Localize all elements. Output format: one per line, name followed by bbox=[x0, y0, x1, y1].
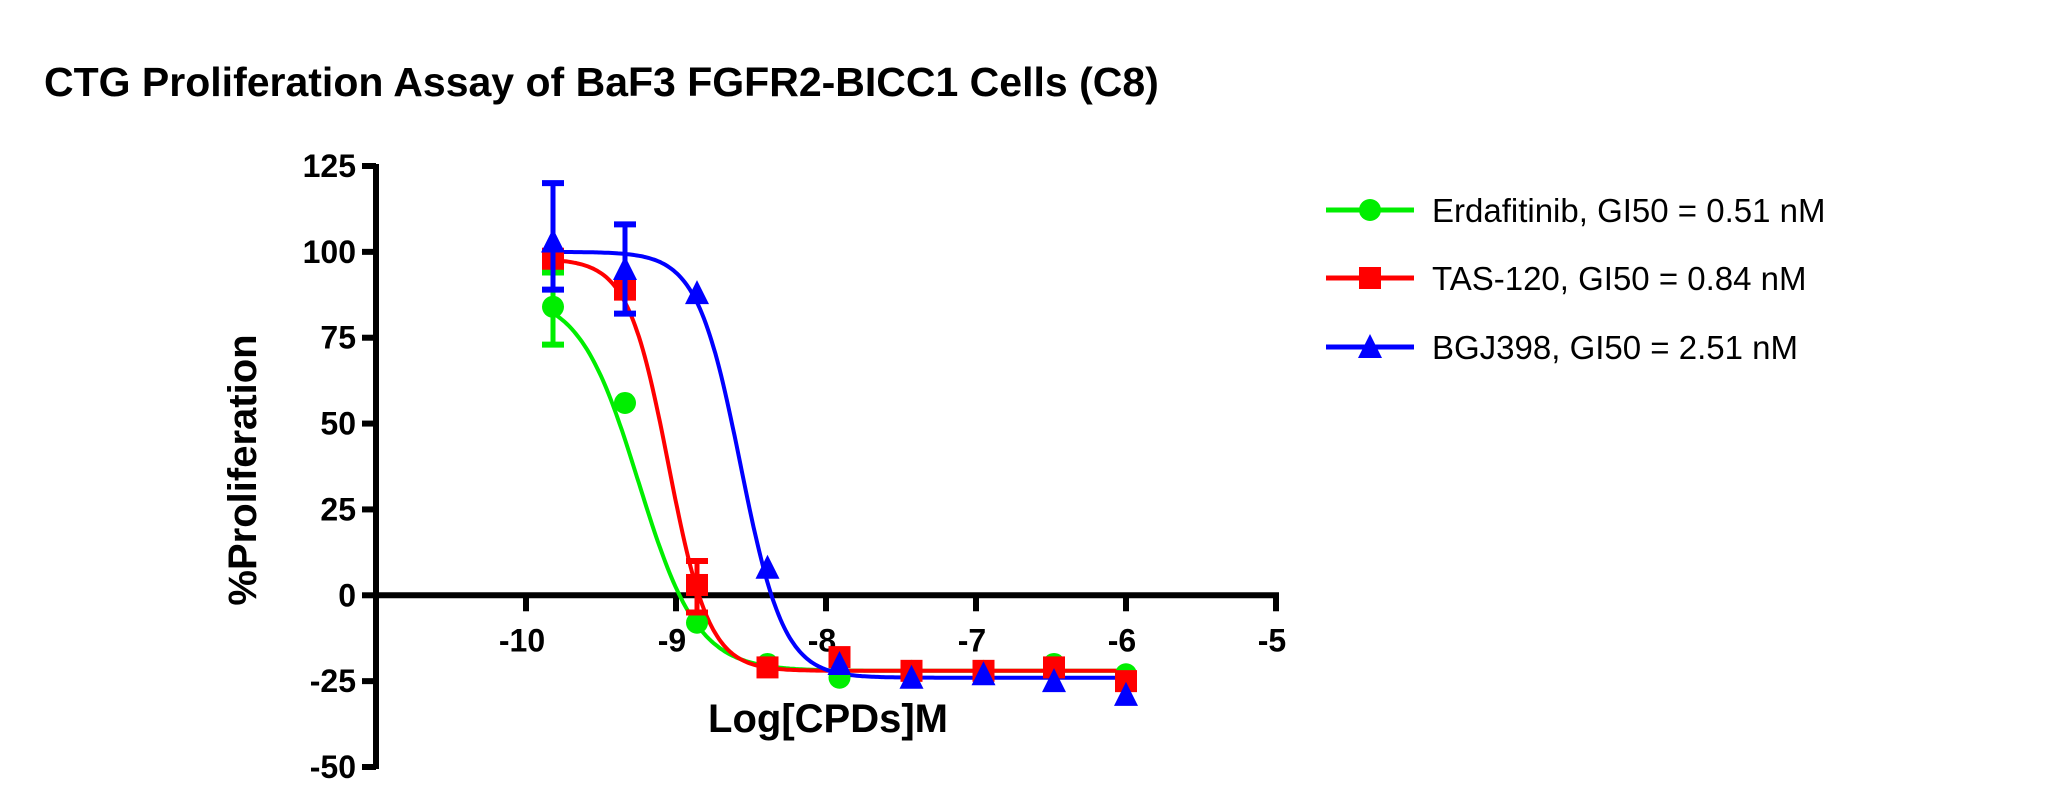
y-tick-label: 25 bbox=[320, 491, 356, 527]
y-tick-label: 75 bbox=[320, 320, 356, 356]
legend-label: BGJ398, GI50 = 2.51 nM bbox=[1432, 329, 1798, 366]
data-points bbox=[541, 180, 1138, 706]
x-tick-label: -5 bbox=[1258, 622, 1286, 658]
data-point bbox=[756, 656, 779, 679]
y-tick-label: -25 bbox=[310, 663, 356, 699]
x-axis-label: Log[CPDs]M bbox=[708, 697, 948, 741]
x-tick-label: -9 bbox=[658, 622, 686, 658]
fit-curves bbox=[551, 249, 1126, 680]
legend-marker-triangle-icon bbox=[1358, 334, 1382, 358]
data-point bbox=[827, 650, 852, 675]
data-point bbox=[971, 661, 996, 686]
x-tick-label: -7 bbox=[958, 622, 986, 658]
data-point bbox=[686, 611, 708, 634]
data-point bbox=[899, 664, 924, 689]
data-point bbox=[541, 228, 565, 253]
fit-curve bbox=[552, 258, 1126, 673]
data-point bbox=[614, 391, 636, 414]
data-point bbox=[1043, 656, 1065, 679]
y-tick-label: -50 bbox=[310, 749, 356, 785]
data-point bbox=[1114, 681, 1138, 706]
fit-curve bbox=[553, 249, 1126, 680]
data-point bbox=[542, 295, 564, 318]
data-point bbox=[1115, 670, 1137, 693]
x-tick-label: -6 bbox=[1108, 622, 1136, 658]
legend-marker-circle-icon bbox=[1359, 199, 1381, 221]
data-point bbox=[755, 554, 780, 579]
data-point bbox=[613, 256, 637, 281]
y-axis-label: %Proliferation bbox=[221, 334, 265, 605]
fit-curve bbox=[551, 311, 1126, 673]
y-tick-label: 0 bbox=[338, 577, 356, 613]
data-point bbox=[685, 280, 709, 305]
legend: Erdafitinib, GI50 = 0.51 nM TAS-120, GI50… bbox=[1326, 192, 1825, 366]
y-tick-label: 50 bbox=[320, 406, 356, 442]
x-tick-label: -10 bbox=[499, 622, 545, 658]
data-point bbox=[1042, 668, 1066, 693]
legend-label: Erdafitinib, GI50 = 0.51 nM bbox=[1432, 192, 1825, 229]
data-point bbox=[686, 573, 708, 596]
y-tick-label: 100 bbox=[303, 234, 356, 270]
y-tick-label: 125 bbox=[303, 148, 356, 184]
chart-title: CTG Proliferation Assay of BaF3 FGFR2-BI… bbox=[44, 59, 1159, 105]
legend-marker-square-icon bbox=[1359, 267, 1381, 289]
legend-label: TAS-120, GI50 = 0.84 nM bbox=[1432, 260, 1807, 297]
